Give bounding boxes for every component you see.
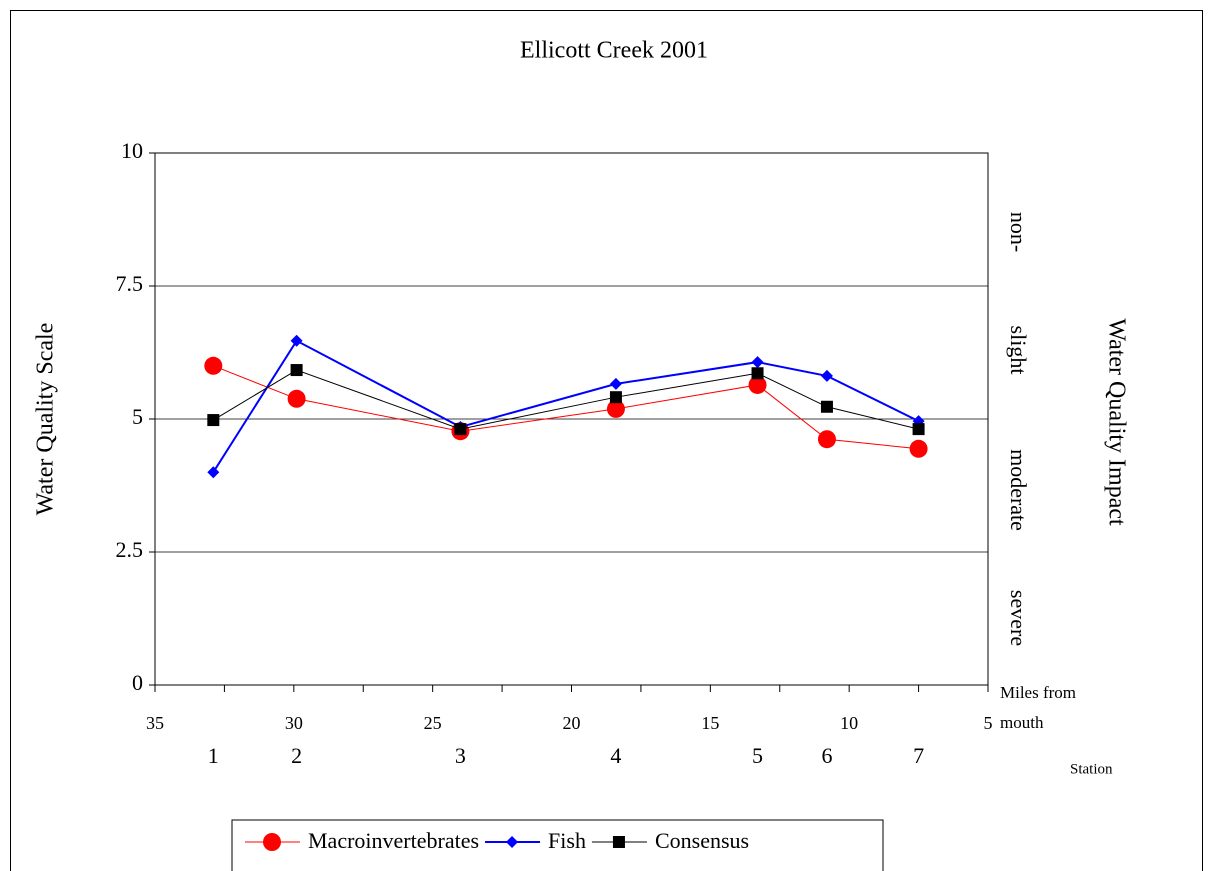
point — [290, 334, 303, 347]
station-tick-label: 5 — [752, 743, 763, 768]
point — [207, 466, 220, 479]
zone-label: severe — [1006, 590, 1031, 646]
series-line — [212, 339, 920, 473]
point — [287, 389, 306, 408]
station-tick-label: 2 — [291, 743, 302, 768]
x-tick-label: 5 — [984, 713, 993, 733]
x-tick-label: 20 — [563, 713, 581, 733]
y-tick-label: 7.5 — [116, 271, 144, 296]
y-tick-label: 5 — [132, 404, 143, 429]
x-tick-label: 15 — [701, 713, 719, 733]
x-tick-label: 30 — [285, 713, 303, 733]
zone-label: slight — [1006, 326, 1031, 375]
station-label: Station — [1070, 761, 1113, 777]
chart-title: Ellicott Creek 2001 — [520, 38, 708, 64]
point — [912, 423, 925, 436]
point — [606, 399, 625, 418]
point — [751, 367, 764, 380]
legend-marker — [263, 833, 281, 851]
legend-marker — [612, 836, 625, 848]
point — [290, 364, 303, 377]
point — [820, 369, 833, 382]
point — [207, 414, 220, 427]
legend-box — [231, 819, 884, 871]
point — [751, 356, 764, 369]
y-axis-title: Water Quality Scale — [33, 323, 59, 516]
x-tick-label: 35 — [146, 713, 164, 733]
station-tick-label: 3 — [455, 743, 466, 768]
station-tick-label: 6 — [821, 743, 832, 768]
point — [748, 375, 767, 394]
point — [909, 439, 928, 458]
x-tick-label: 10 — [840, 713, 858, 733]
x-tick-label: 25 — [424, 713, 442, 733]
station-tick-label: 4 — [610, 743, 621, 768]
y-tick-label: 10 — [121, 138, 143, 163]
point — [817, 430, 836, 449]
point — [609, 391, 622, 404]
point — [454, 423, 467, 436]
station-tick-label: 1 — [208, 743, 219, 768]
zone-label: non- — [1006, 212, 1031, 252]
station-tick-label: 7 — [913, 743, 924, 768]
point — [609, 377, 622, 390]
x-axis-title: Miles from mouth — [1000, 683, 1077, 732]
chart-frame — [10, 10, 1203, 871]
y2-axis-title: Water Quality Impact — [1103, 318, 1129, 526]
point — [820, 400, 833, 413]
series-line — [213, 369, 919, 430]
legend-label: Consensus — [655, 828, 749, 853]
legend-marker — [506, 836, 519, 848]
y-tick-label: 0 — [132, 670, 143, 695]
point — [204, 356, 223, 375]
legend-label: Fish — [548, 828, 586, 853]
y-tick-label: 2.5 — [116, 537, 144, 562]
zone-label: moderate — [1006, 449, 1031, 531]
legend-label: Macroinvertebrates — [308, 828, 479, 853]
